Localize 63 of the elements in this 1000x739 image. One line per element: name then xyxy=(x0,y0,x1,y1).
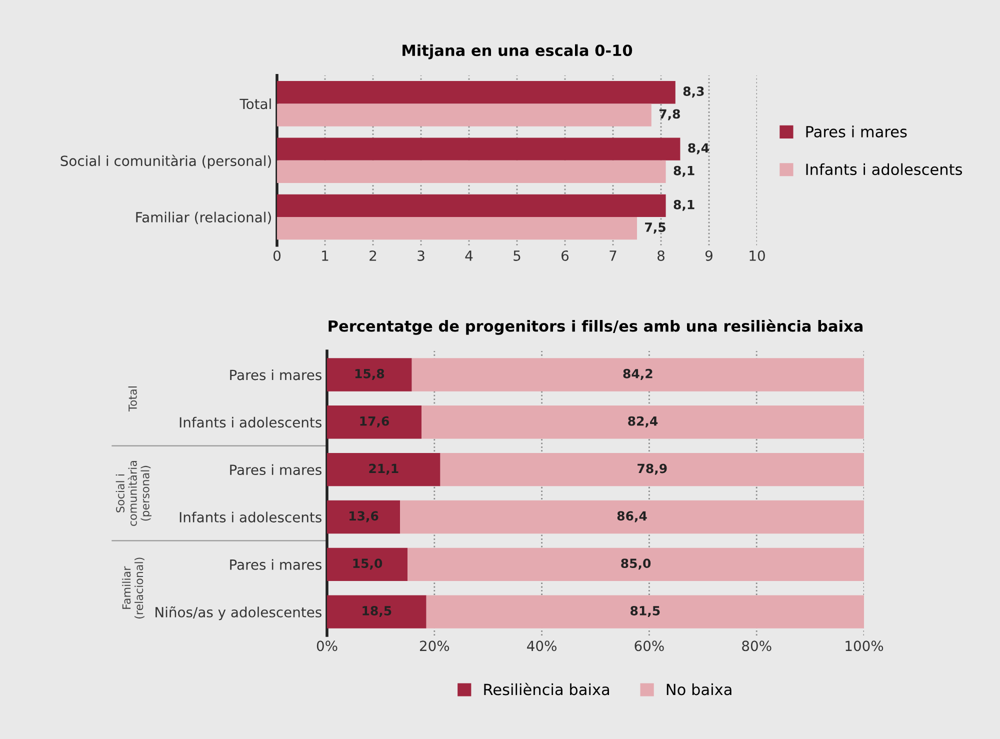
y-tick-label: Social i comunitària (personal) xyxy=(60,154,271,169)
x-tick-label: 5 xyxy=(514,250,520,261)
data-label: 81,5 xyxy=(630,606,660,618)
data-label: 18,5 xyxy=(362,606,392,618)
y-tick-label: Total xyxy=(240,98,271,110)
data-label: 78,9 xyxy=(638,464,667,475)
x-tick-label: 6 xyxy=(562,250,569,261)
data-label: 85,0 xyxy=(621,558,651,570)
bar xyxy=(327,358,412,392)
legend-label: Resiliència baixa xyxy=(484,682,609,696)
bar xyxy=(422,406,864,439)
x-tick-label: 7 xyxy=(610,250,616,261)
x-tick-label: 80% xyxy=(742,640,772,652)
x-tick-label: 10 xyxy=(750,250,765,261)
x-tick-label: 100% xyxy=(846,640,884,652)
y-tick-label: Niños/as y adolescentes xyxy=(156,606,322,620)
chart-title: Percentatge de progenitors i fills/es amb una resiliència baixa xyxy=(328,319,862,335)
bar xyxy=(440,452,864,486)
bar xyxy=(327,548,408,582)
x-tick-label: 3 xyxy=(418,250,424,261)
data-label: 8,3 xyxy=(683,86,704,98)
text: Total xyxy=(128,386,137,412)
bar xyxy=(412,358,864,392)
x-tick-label: 60% xyxy=(634,640,664,652)
data-label: 13,6 xyxy=(350,511,378,522)
y-tick-label: Infants i adolescents xyxy=(180,512,322,522)
bar xyxy=(327,595,426,628)
data-label: 7,8 xyxy=(659,109,680,120)
data-label: 15,0 xyxy=(353,558,382,570)
data-label: 15,8 xyxy=(355,368,384,380)
data-label: 8,1 xyxy=(674,166,694,177)
chart-title: Mitjana en una escala 0-10 xyxy=(402,44,632,60)
data-label: 8,1 xyxy=(674,200,694,211)
x-tick-label: 8 xyxy=(658,250,664,261)
x-tick-label: 4 xyxy=(465,250,473,261)
bar xyxy=(426,595,864,628)
y-tick-label: Infants i adolescents xyxy=(180,416,322,428)
x-tick-label: 2 xyxy=(370,250,376,261)
x-tick-label: 0 xyxy=(273,250,280,261)
legend-label: Infants i adolescents xyxy=(806,163,962,176)
x-tick-label: 20% xyxy=(420,640,450,652)
bar xyxy=(408,548,864,582)
data-label: 86,4 xyxy=(617,511,647,522)
bar xyxy=(327,406,422,439)
data-label: 17,6 xyxy=(360,416,390,428)
x-tick-label: 9 xyxy=(705,250,712,261)
bar xyxy=(327,500,400,534)
x-tick-label: 1 xyxy=(322,250,328,261)
data-label: 21,1 xyxy=(369,464,398,475)
data-label: 84,2 xyxy=(623,368,652,380)
x-tick-label: 0% xyxy=(316,640,338,652)
y-tick-label: Familiar (relacional) xyxy=(136,212,271,224)
legend-label: Pares i mares xyxy=(806,126,907,138)
y-tick-label: Pares i mares xyxy=(230,559,322,570)
y-tick-label: Pares i mares xyxy=(230,464,322,476)
y-tick-label: Pares i mares xyxy=(230,369,322,380)
bar xyxy=(327,452,440,486)
data-label: 82,4 xyxy=(628,416,658,428)
x-tick-label: 40% xyxy=(527,640,556,652)
bar xyxy=(400,500,864,534)
legend-label: No baixa xyxy=(666,683,732,696)
data-label: 8,4 xyxy=(688,143,709,154)
data-label: 7,5 xyxy=(645,222,666,234)
